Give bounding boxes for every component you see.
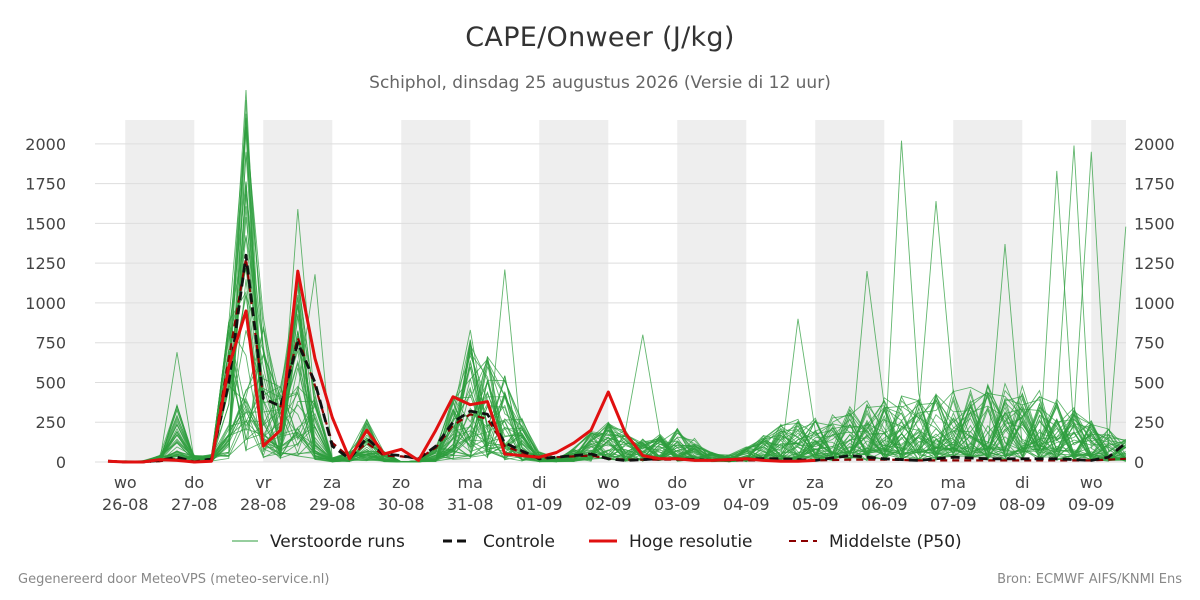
legend-control-label: Controle: [483, 532, 555, 552]
x-tick-date-2: 28-08: [240, 495, 287, 514]
ensemble-run-48: [107, 350, 1126, 463]
x-tick-day-0: wo: [114, 473, 137, 492]
y-tick-left-250: 250: [35, 413, 66, 432]
x-tick-day-10: za: [806, 473, 824, 492]
x-tick-day-12: ma: [941, 473, 966, 492]
y-tick-right-500: 500: [1134, 373, 1165, 392]
y-tick-right-1000: 1000: [1134, 294, 1175, 313]
y-tick-right-750: 750: [1134, 334, 1165, 353]
y-axis-left: 0 250 500 750 1000 1250 1500 1750 2000: [25, 135, 66, 472]
y-tick-left-0: 0: [56, 453, 66, 472]
x-tick-day-4: zo: [392, 473, 410, 492]
ensemble-run-46: [107, 183, 1126, 463]
ensemble-run-35: [107, 267, 1126, 463]
day-band-3: [539, 120, 609, 462]
x-tick-date-9: 04-09: [723, 495, 770, 514]
ensemble-run-45: [107, 99, 1126, 463]
y-tick-right-1250: 1250: [1134, 254, 1175, 273]
ensemble-run-49: [107, 384, 1127, 463]
y-axis-right: 0 250 500 750 1000 1250 1500 1750 2000: [1134, 135, 1175, 472]
x-tick-date-6: 01-09: [516, 495, 563, 514]
y-tick-left-2000: 2000: [25, 135, 66, 154]
ensemble-run-44: [107, 313, 1127, 463]
x-tick-date-10: 05-09: [792, 495, 839, 514]
chart-title: CAPE/Onweer (J/kg): [465, 22, 735, 53]
ensemble-run-29: [107, 294, 1126, 463]
x-tick-date-11: 06-09: [861, 495, 908, 514]
x-tick-day-5: ma: [458, 473, 483, 492]
day-band-0: [125, 120, 195, 462]
y-tick-left-1000: 1000: [25, 294, 66, 313]
day-band-5: [815, 120, 885, 462]
y-tick-right-2000: 2000: [1134, 135, 1175, 154]
x-tick-day-7: wo: [597, 473, 620, 492]
x-tick-date-7: 02-09: [585, 495, 632, 514]
ensemble-run-23: [107, 275, 1126, 463]
legend-ensemble-label: Verstoorde runs: [270, 532, 405, 552]
day-band-2: [401, 120, 471, 462]
ensemble-run-30: [107, 315, 1127, 463]
control-line: [107, 253, 1127, 464]
x-tick-date-1: 27-08: [171, 495, 218, 514]
x-tick-date-14: 09-09: [1068, 495, 1115, 514]
ensemble-run-47: [107, 285, 1126, 463]
x-axis: wo 26-08 do 27-08 vr 28-08 za 29-08 zo 30-08 ma 31-…: [102, 473, 1115, 514]
x-tick-date-3: 29-08: [309, 495, 356, 514]
y-tick-right-1750: 1750: [1134, 175, 1175, 194]
x-tick-day-9: vr: [738, 473, 754, 492]
y-tick-left-1250: 1250: [25, 254, 66, 273]
x-tick-date-4: 30-08: [378, 495, 425, 514]
x-tick-day-11: zo: [875, 473, 893, 492]
x-tick-day-3: za: [323, 473, 341, 492]
x-tick-day-14: wo: [1080, 473, 1103, 492]
x-tick-day-6: di: [532, 473, 547, 492]
y-tick-right-250: 250: [1134, 413, 1165, 432]
legend: Verstoorde runs Controle Hoge resolutie …: [232, 532, 962, 552]
x-tick-date-12: 07-09: [930, 495, 977, 514]
day-band-6: [953, 120, 1023, 462]
x-tick-date-8: 03-09: [654, 495, 701, 514]
y-tick-left-500: 500: [35, 373, 66, 392]
ensemble-run-38: [108, 297, 1126, 463]
legend-hires-label: Hoge resolutie: [629, 532, 753, 552]
x-tick-date-13: 08-09: [999, 495, 1046, 514]
y-tick-right-0: 0: [1134, 453, 1144, 472]
main-series: [107, 253, 1127, 464]
day-band-7: [1091, 120, 1126, 462]
x-tick-day-1: do: [184, 473, 204, 492]
hires-line: [107, 269, 816, 464]
y-tick-left-1750: 1750: [25, 175, 66, 194]
x-tick-date-5: 31-08: [447, 495, 494, 514]
day-band-4: [677, 120, 747, 462]
x-tick-day-2: vr: [255, 473, 271, 492]
x-tick-date-0: 26-08: [102, 495, 149, 514]
chart-subtitle: Schiphol, dinsdag 25 augustus 2026 (Vers…: [369, 73, 831, 93]
legend-median-label: Middelste (P50): [829, 532, 962, 552]
footer-source: Bron: ECMWF AIFS/KNMI Ens: [997, 572, 1182, 587]
x-tick-day-13: di: [1015, 473, 1030, 492]
x-tick-day-8: do: [667, 473, 687, 492]
footer-credit: Gegenereerd door MeteoVPS (meteo-service…: [18, 572, 330, 587]
y-tick-left-1500: 1500: [25, 214, 66, 233]
ensemble-run-39: [107, 276, 1126, 463]
y-tick-left-750: 750: [35, 334, 66, 353]
weekend-bands: [125, 120, 1126, 462]
y-tick-right-1500: 1500: [1134, 214, 1175, 233]
